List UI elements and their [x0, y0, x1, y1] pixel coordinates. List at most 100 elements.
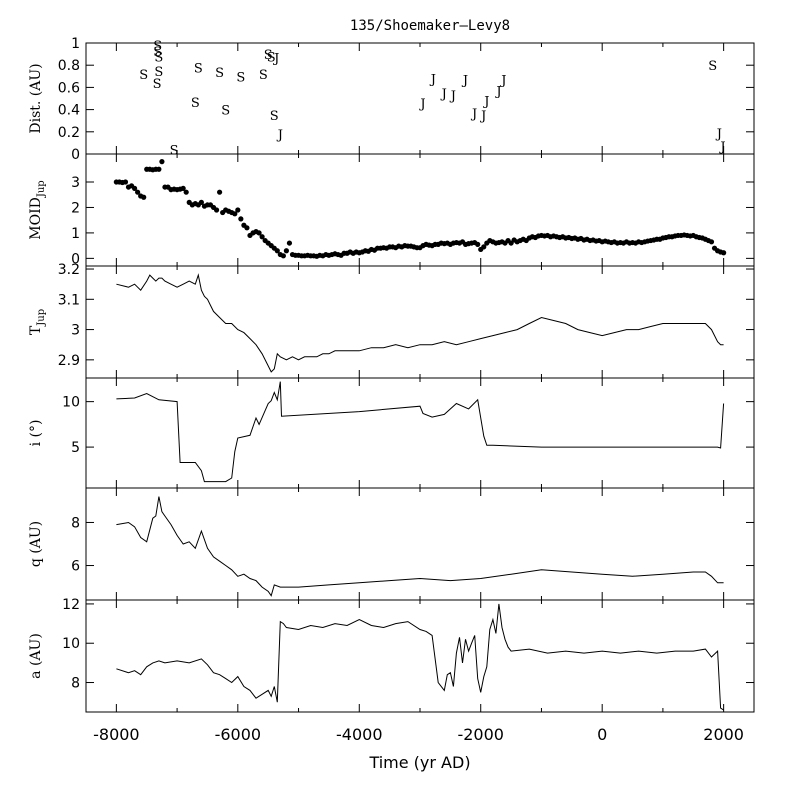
- x-tick-label: -6000: [215, 725, 262, 744]
- marker-S: S: [267, 50, 276, 65]
- data-point: [198, 199, 204, 205]
- data-point: [274, 248, 280, 254]
- y-tick-label: 0.2: [58, 125, 80, 141]
- data-point: [217, 189, 223, 195]
- x-tick-label: -2000: [457, 725, 504, 744]
- y-tick-label: 2.9: [58, 353, 80, 369]
- y-tick-label: 2: [71, 200, 80, 216]
- marker-S: S: [264, 48, 273, 63]
- chart-title: 135/Shoemaker–Levy8: [350, 18, 510, 34]
- marker-J: J: [429, 73, 436, 88]
- series-line: [116, 273, 724, 373]
- y-tick-label: 0.4: [58, 103, 80, 119]
- y-tick-label: 10: [62, 395, 80, 411]
- y-tick-label: 1: [71, 36, 80, 52]
- marker-S: S: [259, 68, 268, 83]
- series-line: [116, 603, 724, 711]
- panel-perihelion: 6 8 q (AU): [28, 487, 755, 601]
- series-line: [116, 381, 725, 483]
- data-point: [232, 211, 238, 217]
- marker-S: S: [194, 61, 203, 76]
- data-point: [475, 241, 481, 247]
- y-tick-label: 3.1: [58, 292, 80, 308]
- data-point: [235, 207, 241, 213]
- data-point: [244, 225, 250, 231]
- y-tick-label: 8: [71, 676, 80, 692]
- data-point: [180, 185, 186, 191]
- marker-S: S: [153, 45, 162, 60]
- data-point: [238, 216, 244, 222]
- marker-J: J: [718, 140, 725, 155]
- data-point: [481, 244, 487, 250]
- marker-S: S: [221, 104, 230, 119]
- x-tick-label: 2000: [703, 725, 744, 744]
- data-point: [256, 230, 262, 236]
- data-point: [159, 159, 165, 165]
- marker-S: S: [215, 66, 224, 81]
- y-axis-label: TJup: [28, 309, 47, 335]
- y-axis-label: q (AU): [28, 521, 44, 567]
- y-axis-label: i (°): [28, 420, 44, 447]
- y-tick-label: 0: [71, 147, 80, 163]
- x-tick-label: -4000: [336, 725, 383, 744]
- x-axis: -8000 -6000 -4000 -2000 0 2000: [93, 725, 744, 744]
- data-point: [721, 250, 727, 256]
- y-tick-label: 5: [71, 440, 80, 456]
- y-tick-label: 1: [71, 226, 80, 242]
- y-tick-label: 3.2: [58, 262, 80, 278]
- marker-J: J: [272, 51, 279, 66]
- panel-semimajor: 8 10 12 a (AU): [28, 597, 755, 713]
- y-tick-label: 0: [71, 251, 80, 267]
- marker-S: S: [154, 50, 163, 65]
- y-tick-label: 8: [71, 515, 80, 531]
- data-point: [283, 248, 289, 254]
- marker-J: J: [479, 109, 486, 124]
- marker-J: J: [418, 97, 425, 112]
- marker-S: S: [153, 77, 162, 92]
- panel-frame: [85, 377, 755, 489]
- marker-J: J: [494, 85, 501, 100]
- data-point: [122, 179, 129, 185]
- marker-S: S: [708, 59, 717, 74]
- data-point: [183, 189, 189, 195]
- data-point: [259, 234, 265, 240]
- marker-S: S: [139, 68, 148, 83]
- panel-frame: [85, 599, 755, 713]
- data-point: [708, 239, 715, 245]
- marker-S: S: [236, 70, 245, 85]
- data-point: [156, 166, 162, 172]
- panel-moid: 0 1 2 3 MOIDJup: [28, 153, 755, 267]
- marker-J: J: [440, 87, 447, 102]
- y-axis-label: MOIDJup: [28, 180, 47, 239]
- marker-J: J: [470, 107, 477, 122]
- y-tick-label: 6: [71, 559, 80, 575]
- y-axis-label-subscript: Jup: [36, 309, 47, 327]
- marker-S: S: [270, 109, 279, 124]
- y-tick-label: 10: [62, 636, 80, 652]
- marker-S: S: [154, 65, 163, 80]
- marker-J: J: [461, 74, 468, 89]
- data-point: [131, 185, 138, 191]
- series-line: [116, 496, 724, 597]
- y-axis-label: a (AU): [28, 633, 44, 679]
- marker-J: J: [449, 89, 456, 104]
- marker-J: J: [499, 74, 506, 89]
- y-tick-label: 3: [71, 175, 80, 191]
- x-tick-label: 0: [597, 725, 607, 744]
- x-tick-label: -8000: [93, 725, 140, 744]
- x-axis-label: Time (yr AD): [368, 753, 470, 772]
- data-point: [213, 207, 220, 213]
- panel-inclination: 5 10 i (°): [28, 377, 755, 489]
- marker-S: S: [191, 96, 200, 111]
- data-point: [141, 194, 147, 200]
- y-axis-label-subscript: Jup: [36, 180, 47, 198]
- marker-S: S: [153, 39, 162, 54]
- y-tick-label: 3: [71, 323, 80, 339]
- panel-frame: [85, 487, 755, 601]
- marker-J: J: [715, 127, 722, 142]
- panel-tisserand: 2.9 3 3.1 3.2 TJup: [28, 262, 755, 379]
- marker-S: S: [170, 144, 179, 159]
- y-tick-label: 0.6: [58, 80, 80, 96]
